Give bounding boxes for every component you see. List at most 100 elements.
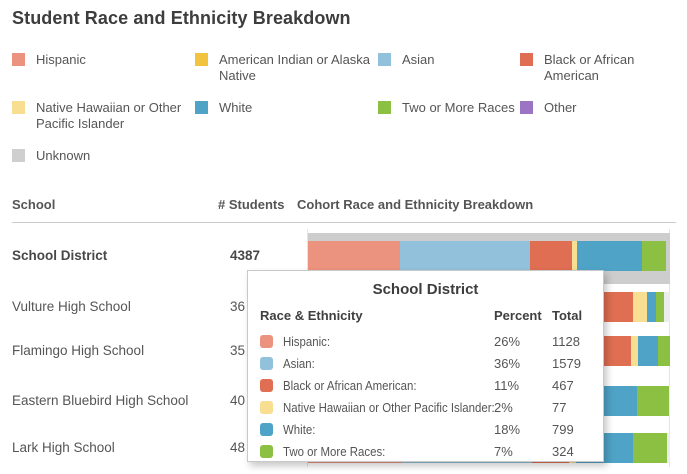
tooltip-race-label: Native Hawaiian or Other Pacific Islande… <box>283 399 495 415</box>
tooltip-race-label: White: <box>283 422 494 437</box>
tooltip-race-label-text: Asian: <box>283 355 315 371</box>
white-color-chip <box>195 101 208 114</box>
bar-segment-two_or_more <box>658 336 670 366</box>
tooltip-row-asian: Asian: 36% 1579 <box>260 352 591 374</box>
tooltip-race-label-text: Hispanic: <box>283 333 331 349</box>
page-title: Student Race and Ethnicity Breakdown <box>12 8 351 28</box>
legend-label: Black or African American <box>544 52 635 83</box>
tooltip-race-label-text: Native Hawaiian or Other Pacific Islande… <box>283 399 495 415</box>
tooltip-title: School District <box>372 281 479 298</box>
legend-label: Hispanic <box>36 52 86 67</box>
legend-label: White <box>219 100 253 115</box>
header-divider <box>12 222 676 223</box>
school-name: Vulture High School <box>12 299 131 314</box>
legend-label: American Indian or Alaska Native <box>219 52 371 83</box>
column-header-school: School <box>12 197 56 212</box>
legend-label: Native Hawaiian or Other Pacific Islande… <box>36 100 182 131</box>
bar-segment-black <box>529 241 572 271</box>
cohort-bar-school-district[interactable] <box>308 241 670 271</box>
tooltip-total-value: 799 <box>552 421 574 437</box>
tooltip-race-label-text: Two or More Races: <box>283 443 386 459</box>
tooltip-total-value: 1579 <box>552 355 581 371</box>
student-count: 36 <box>230 299 246 314</box>
bar-segment-two_or_more <box>637 386 670 416</box>
legend-item-hispanic: Hispanic <box>12 52 195 68</box>
black-color-chip <box>520 53 533 66</box>
school-name: Eastern Bluebird High School <box>12 393 189 408</box>
column-header-breakdown: Cohort Race and Ethnicity Breakdown <box>297 197 534 212</box>
tooltip-total-value: 324 <box>552 443 574 459</box>
student-count: 4387 <box>230 248 261 263</box>
school-name: Flamingo High School <box>12 343 145 358</box>
legend-label: Asian <box>402 52 435 67</box>
legend-label: Two or More Races <box>402 100 515 115</box>
tooltip-col-race-ethnicity: Race & Ethnicity <box>260 308 363 323</box>
black-color-chip <box>260 378 273 392</box>
legend-item-white: White <box>195 100 378 116</box>
tooltip-row-hispanic: Hispanic: 26% 1128 <box>260 330 591 352</box>
tooltip-race-label: Two or More Races: <box>283 444 494 459</box>
bar-segment-two_or_more <box>633 433 668 463</box>
tooltip-race-label-text: Black or African American: <box>283 377 417 393</box>
tooltip-percent-value: 7% <box>494 443 513 459</box>
tooltip-percent-value: 11% <box>494 377 520 393</box>
tooltip-percent-value: 26% <box>494 333 521 349</box>
bar-segment-hispanic <box>308 241 400 271</box>
tooltip-col-total: Total <box>552 308 583 323</box>
tooltip-rows: Hispanic: 26% 1128 Asian: 36% 1579 Black or Af… <box>260 330 591 462</box>
school-name: Lark High School <box>12 440 115 455</box>
tooltip-header: Race & Ethnicity Percent Total <box>260 308 591 323</box>
tooltip-percent-value: 36% <box>494 355 521 371</box>
school-name: School District <box>12 248 108 263</box>
column-header-students: # Students <box>218 197 285 212</box>
two_or_more-color-chip <box>378 101 391 114</box>
tooltip-row-nhpi: Native Hawaiian or Other Pacific Islande… <box>260 396 591 418</box>
tooltip-row-black: Black or African American: 11% 467 <box>260 374 591 396</box>
bar-segment-nhpi <box>633 292 648 322</box>
bar-segment-nhpi <box>630 336 638 366</box>
tooltip-total-value: 467 <box>552 377 574 393</box>
tooltip-race-label: Hispanic: <box>283 334 494 349</box>
tooltip-race-label: Asian: <box>283 356 494 371</box>
legend-label: Other <box>544 100 577 115</box>
student-count: 48 <box>230 440 246 455</box>
nhpi-color-chip <box>12 101 25 114</box>
tooltip-row-two_or_more: Two or More Races: 7% 324 <box>260 440 591 462</box>
legend-label: Unknown <box>36 148 91 163</box>
legend-item-unknown: Unknown <box>12 148 195 164</box>
bar-segment-two_or_more <box>642 241 666 271</box>
nhpi-color-chip <box>260 400 273 414</box>
tooltip-total-value: 1128 <box>552 333 580 349</box>
white-color-chip <box>260 422 273 436</box>
legend-item-nhpi: Native Hawaiian or Other Pacific Islande… <box>12 100 195 132</box>
legend-item-american_indian: American Indian or Alaska Native <box>195 52 378 84</box>
student-count: 40 <box>230 393 246 408</box>
table-row-school-district: School District 4387 <box>0 233 687 284</box>
student-count: 35 <box>230 343 246 358</box>
tooltip-race-label-text: White: <box>283 421 316 437</box>
bar-segment-white <box>637 336 659 366</box>
tooltip-percent-value: 2% <box>494 399 513 415</box>
legend-item-other: Other <box>520 100 678 116</box>
american_indian-color-chip <box>195 53 208 66</box>
tooltip-percent-value: 18% <box>494 421 521 437</box>
tooltip-row-white: White: 18% 799 <box>260 418 591 440</box>
legend-item-two_or_more: Two or More Races <box>378 100 520 116</box>
bar-segment-white <box>576 241 643 271</box>
asian-color-chip <box>260 356 273 370</box>
bar-segment-nhpi <box>571 241 577 271</box>
hispanic-color-chip <box>12 53 25 66</box>
hispanic-color-chip <box>260 334 273 348</box>
two_or_more-color-chip <box>260 444 273 458</box>
legend-item-asian: Asian <box>378 52 520 68</box>
bar-segment-two_or_more <box>656 292 665 322</box>
bar-segment-asian <box>399 241 530 271</box>
tooltip: School District Race & Ethnicity Percent… <box>247 270 604 462</box>
other-color-chip <box>520 101 533 114</box>
unknown-color-chip <box>12 149 25 162</box>
tooltip-col-percent: Percent <box>494 308 542 323</box>
bar-segment-white <box>647 292 657 322</box>
tooltip-total-value: 77 <box>552 399 567 415</box>
tooltip-race-label: Black or African American: <box>283 378 494 393</box>
